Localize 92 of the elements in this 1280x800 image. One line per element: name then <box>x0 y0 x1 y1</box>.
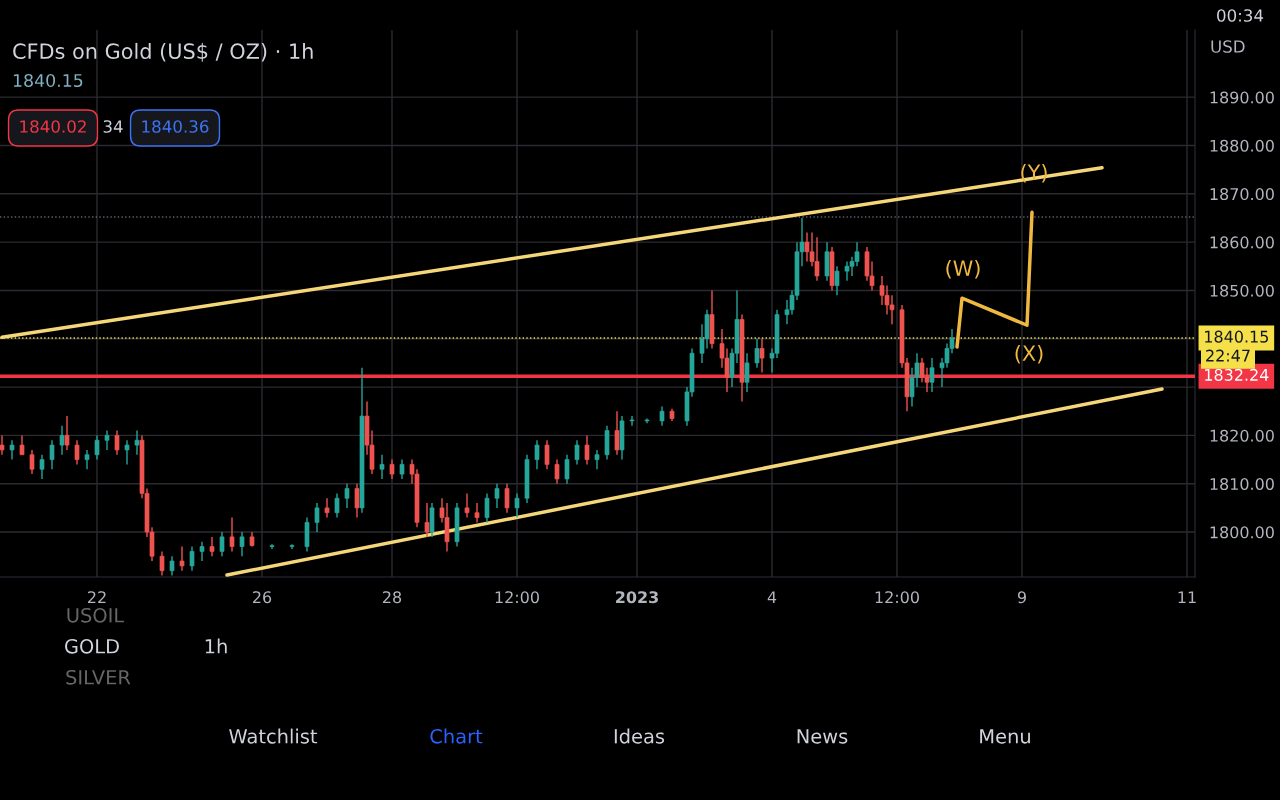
candlestick <box>59 425 65 456</box>
candlestick <box>584 434 590 466</box>
candlestick <box>199 541 205 562</box>
candlestick <box>354 483 360 519</box>
candlestick <box>104 429 110 451</box>
candlestick <box>9 439 15 461</box>
y-tick-label: 1820.00 <box>1210 429 1274 442</box>
y-tick-label: 1810.00 <box>1210 477 1274 491</box>
text: CFDs on Gold (US$ / OZ) · 1h <box>13 42 313 62</box>
candlestick <box>389 458 395 480</box>
candlestick <box>334 492 340 519</box>
y-tick-label: 1850.00 <box>1210 284 1274 297</box>
x-tick-label: 28 <box>383 591 402 604</box>
candlestick <box>229 516 235 553</box>
x-tick-label: 12:00 <box>495 591 539 604</box>
candlestick <box>169 555 175 577</box>
candlestick <box>314 502 320 533</box>
annotation: (X) <box>1015 344 1043 364</box>
candlestick <box>564 454 570 485</box>
text: 1h <box>205 638 227 654</box>
x-tick-label: 4 <box>767 591 777 604</box>
candlestick <box>19 434 25 456</box>
annotation: (W) <box>946 259 980 279</box>
candlestick <box>424 502 430 538</box>
candlestick <box>659 405 665 427</box>
candlestick <box>64 415 70 451</box>
candlestick <box>834 265 840 296</box>
candlestick <box>744 352 750 393</box>
candlestick <box>94 434 100 461</box>
candlestick <box>114 429 120 456</box>
text: 1840.15 <box>13 73 83 88</box>
text: SILVER <box>66 669 131 685</box>
candlestick <box>754 338 760 369</box>
text: Watchlist <box>229 728 318 744</box>
candlestick <box>134 429 140 456</box>
text: Menu <box>980 729 1030 744</box>
y-tick-label: 1880.00 <box>1210 139 1274 152</box>
candlestick <box>594 449 600 470</box>
candlestick <box>399 458 405 480</box>
candlestick <box>344 483 350 509</box>
annotation: 1840.36 <box>142 120 209 133</box>
candlestick <box>0 434 5 456</box>
candlestick <box>929 357 935 393</box>
candlestick <box>629 415 635 427</box>
y-tick-label: 1860.00 <box>1210 236 1274 249</box>
ref-line-label: 1832.24 <box>1205 368 1269 381</box>
text: 22:47 <box>1206 349 1250 362</box>
candlestick <box>189 545 195 572</box>
y-tick-label: 1870.00 <box>1210 188 1274 201</box>
x-tick-label: 12:00 <box>875 591 919 604</box>
x-tick-label: 11 <box>1178 591 1196 604</box>
candlestick <box>239 531 245 557</box>
candlestick <box>514 492 520 519</box>
text: Chart <box>430 728 483 744</box>
x-tick-label: 2023 <box>616 591 658 604</box>
candlestick <box>209 536 215 557</box>
x-tick-label: 9 <box>1017 591 1026 604</box>
annotation: 34 <box>103 120 123 133</box>
candlestick <box>614 410 620 456</box>
candlestick <box>484 492 490 524</box>
y-tick-label: 1890.00 <box>1210 91 1274 104</box>
candlestick <box>379 454 385 480</box>
candlestick <box>504 483 510 514</box>
candlestick <box>219 531 225 557</box>
ref-line-label: 1840.15 <box>1205 330 1268 343</box>
candlestick <box>124 439 130 466</box>
candlestick <box>534 439 540 470</box>
annotation: 1840.02 <box>20 120 86 133</box>
candlestick <box>759 338 765 374</box>
candlestick <box>544 439 550 470</box>
candlestick <box>554 458 560 485</box>
text: 00:34 <box>1217 9 1264 22</box>
text: Ideas <box>614 728 665 744</box>
candlestick <box>29 449 35 475</box>
candlestick <box>574 439 580 466</box>
text: GOLD <box>65 638 119 654</box>
y-axis-title: USD <box>1211 40 1245 53</box>
x-tick-label: 26 <box>253 591 272 604</box>
candlestick <box>39 454 45 480</box>
candlestick <box>474 502 480 524</box>
candlestick <box>179 545 185 572</box>
candlestick <box>494 483 500 509</box>
candlestick <box>74 439 80 466</box>
candlestick <box>159 550 165 577</box>
y-tick-label: 1800.00 <box>1210 526 1274 539</box>
x-tick-label: 22 <box>88 591 106 604</box>
text: USOIL <box>67 607 125 623</box>
candlestick <box>84 449 90 470</box>
text: News <box>797 729 848 744</box>
candlestick <box>324 497 330 519</box>
candlestick <box>464 492 470 519</box>
candlestick <box>49 439 55 470</box>
